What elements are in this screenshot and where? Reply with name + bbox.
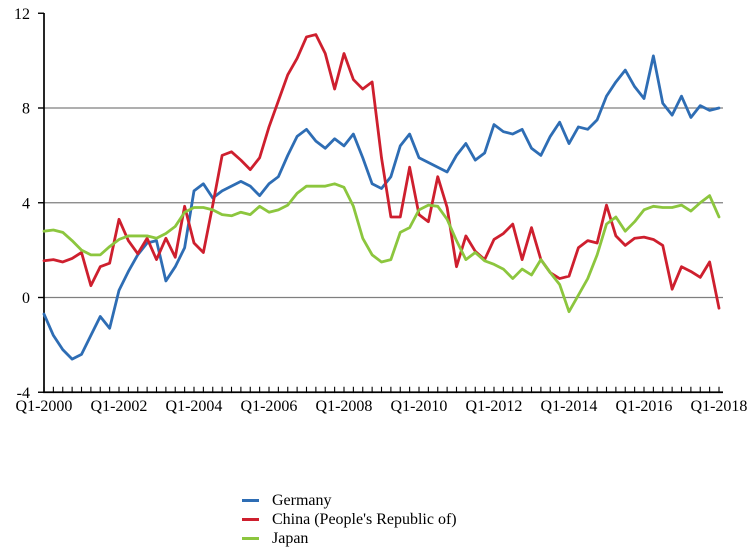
y-tick-label: 8 [22, 101, 30, 118]
legend-label-japan: Japan [272, 530, 309, 547]
x-tick-label: Q1-2008 [316, 398, 373, 415]
x-tick-label: Q1-2004 [166, 398, 223, 415]
y-tick-label: 0 [22, 290, 30, 307]
legend: Germany China (People's Republic of) Jap… [242, 491, 457, 548]
y-tick-label: -4 [17, 385, 30, 402]
y-tick-label: 12 [14, 6, 30, 23]
x-tick-label: Q1-2014 [541, 398, 598, 415]
china-line-swatch [242, 518, 259, 521]
legend-item-germany: Germany [242, 491, 457, 510]
series-line-japan [42, 182, 721, 314]
germany-line-swatch [242, 499, 259, 502]
x-tick-label: Q1-2012 [466, 398, 523, 415]
x-tick-label: Q1-2018 [691, 398, 748, 415]
x-tick-label: Q1-2000 [16, 398, 73, 415]
x-tick-label: Q1-2006 [241, 398, 298, 415]
x-tick-label: Q1-2010 [391, 398, 448, 415]
x-tick-label: Q1-2002 [91, 398, 148, 415]
japan-line-swatch [242, 537, 259, 540]
legend-label-germany: Germany [272, 492, 332, 509]
legend-item-china: China (People's Republic of) [242, 510, 457, 529]
series-line-china [42, 33, 721, 310]
series-line-germany [42, 54, 721, 361]
x-tick-label: Q1-2016 [616, 398, 673, 415]
legend-label-china: China (People's Republic of) [272, 511, 457, 528]
legend-item-japan: Japan [242, 529, 457, 548]
y-tick-label: 4 [22, 195, 30, 212]
